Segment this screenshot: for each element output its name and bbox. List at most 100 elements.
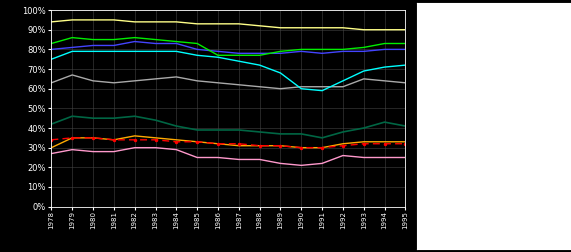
Drugs/Anti-Social: [319, 26, 325, 29]
Overall Trend: [360, 142, 367, 145]
Total: [173, 124, 180, 128]
Total: [235, 129, 242, 132]
Violence: [173, 42, 180, 45]
Legend: Violence, Sexual, Drugs/Anti-Social, Dishonesty, Property Damage, Property Abuse: Violence, Sexual, Drugs/Anti-Social, Dis…: [473, 6, 566, 127]
Property Damage: [402, 140, 409, 143]
Total: [152, 119, 159, 122]
Property Abuse: [319, 89, 325, 92]
Overall Trend: [131, 138, 138, 141]
Violence: [319, 52, 325, 55]
Line: Property Abuse: Property Abuse: [51, 51, 405, 91]
Drugs/Anti-Social: [110, 18, 117, 21]
Drugs/Anti-Social: [48, 20, 55, 23]
Dishonesty: [152, 146, 159, 149]
Violence: [69, 46, 75, 49]
Drugs/Anti-Social: [235, 22, 242, 25]
Violence: [360, 50, 367, 53]
Property Damage: [48, 146, 55, 149]
Total: [256, 131, 263, 134]
Sexual: [90, 79, 96, 82]
Administrative: [173, 40, 180, 43]
Property Damage: [110, 138, 117, 141]
Sexual: [235, 83, 242, 86]
Administrative: [298, 48, 305, 51]
Overall Trend: [340, 144, 347, 147]
Administrative: [381, 42, 388, 45]
Property Damage: [194, 140, 200, 143]
Property Abuse: [90, 50, 96, 53]
Violence: [152, 42, 159, 45]
Sexual: [277, 87, 284, 90]
Violence: [277, 52, 284, 55]
Total: [131, 115, 138, 118]
Total: [340, 131, 347, 134]
Total: [110, 117, 117, 120]
Violence: [110, 44, 117, 47]
Violence: [381, 48, 388, 51]
Total: [319, 136, 325, 139]
Property Damage: [152, 136, 159, 139]
Administrative: [277, 50, 284, 53]
Sexual: [402, 81, 409, 84]
Dishonesty: [215, 156, 222, 159]
Line: Drugs/Anti-Social: Drugs/Anti-Social: [51, 20, 405, 30]
Dishonesty: [277, 162, 284, 165]
Drugs/Anti-Social: [215, 22, 222, 25]
Property Damage: [319, 146, 325, 149]
Overall Trend: [90, 136, 96, 139]
Line: Sexual: Sexual: [51, 75, 405, 89]
Overall Trend: [402, 142, 409, 145]
Drugs/Anti-Social: [90, 18, 96, 21]
Dishonesty: [131, 146, 138, 149]
Total: [215, 129, 222, 132]
Dishonesty: [90, 150, 96, 153]
Sexual: [173, 75, 180, 78]
Drugs/Anti-Social: [131, 20, 138, 23]
Sexual: [131, 79, 138, 82]
Line: Dishonesty: Dishonesty: [51, 148, 405, 165]
Sexual: [110, 81, 117, 84]
Violence: [48, 48, 55, 51]
Property Damage: [90, 136, 96, 139]
Overall Trend: [110, 138, 117, 141]
Drugs/Anti-Social: [298, 26, 305, 29]
Total: [48, 122, 55, 125]
Property Damage: [277, 144, 284, 147]
Line: Administrative: Administrative: [51, 38, 405, 55]
Dishonesty: [194, 156, 200, 159]
Overall Trend: [298, 146, 305, 149]
Administrative: [131, 36, 138, 39]
Administrative: [340, 48, 347, 51]
Property Damage: [69, 136, 75, 139]
Property Abuse: [69, 50, 75, 53]
Property Abuse: [215, 56, 222, 59]
Dishonesty: [110, 150, 117, 153]
Property Abuse: [277, 72, 284, 75]
Drugs/Anti-Social: [340, 26, 347, 29]
Drugs/Anti-Social: [402, 28, 409, 31]
Administrative: [48, 42, 55, 45]
Sexual: [256, 85, 263, 88]
Dishonesty: [298, 164, 305, 167]
Property Damage: [131, 134, 138, 137]
Violence: [131, 40, 138, 43]
Dishonesty: [48, 152, 55, 155]
Dishonesty: [360, 156, 367, 159]
Overall Trend: [277, 144, 284, 147]
Property Damage: [298, 146, 305, 149]
Dishonesty: [381, 156, 388, 159]
Dishonesty: [319, 162, 325, 165]
Sexual: [152, 77, 159, 80]
Sexual: [319, 85, 325, 88]
Overall Trend: [48, 138, 55, 141]
Overall Trend: [69, 136, 75, 139]
Dishonesty: [173, 148, 180, 151]
Property Abuse: [256, 64, 263, 67]
Total: [69, 115, 75, 118]
Overall Trend: [215, 142, 222, 145]
Drugs/Anti-Social: [173, 20, 180, 23]
Sexual: [381, 79, 388, 82]
Administrative: [256, 54, 263, 57]
Total: [277, 132, 284, 135]
Line: Total: Total: [51, 116, 405, 138]
